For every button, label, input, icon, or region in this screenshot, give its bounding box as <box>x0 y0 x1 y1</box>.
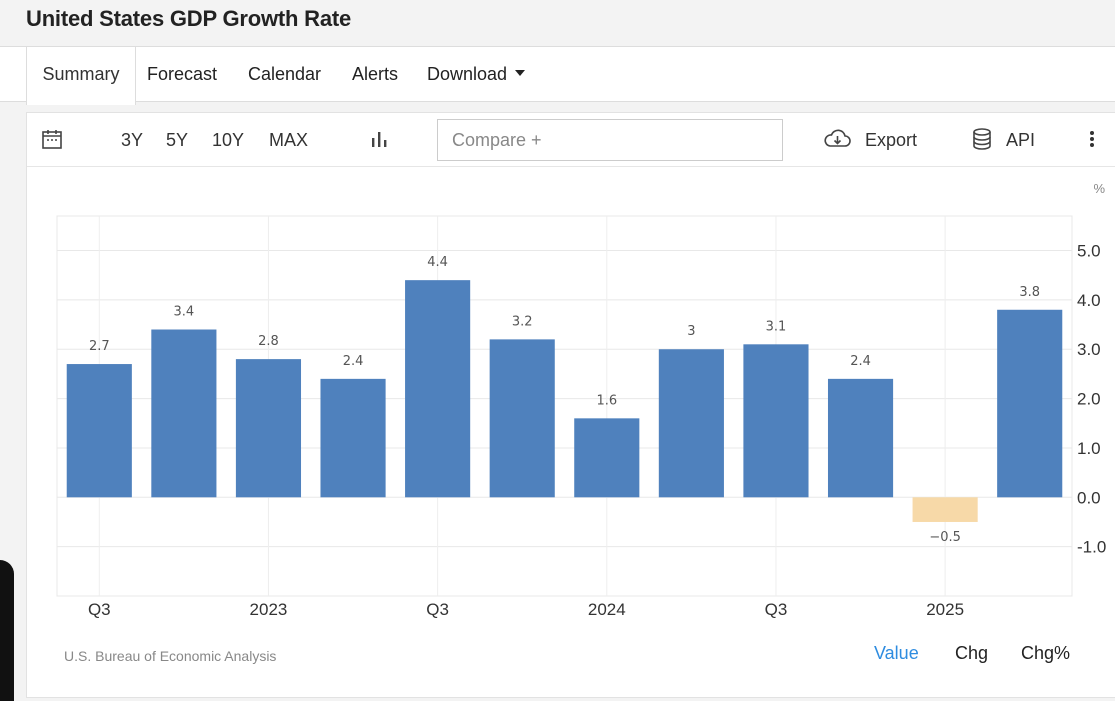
bar-value-label: 2.4 <box>850 354 871 369</box>
bar-value-label: 2.7 <box>89 339 110 354</box>
tab-download[interactable]: Download <box>427 47 526 102</box>
data-source: U.S. Bureau of Economic Analysis <box>64 648 277 664</box>
bar-value-label: 1.6 <box>596 393 617 408</box>
chart-toolbar: 3Y 5Y 10Y MAX Export API <box>27 113 1115 167</box>
y-tick-label: 0.0 <box>1077 488 1101 507</box>
compare-input[interactable] <box>437 119 783 161</box>
range-3y[interactable]: 3Y <box>121 130 144 150</box>
tab-download-label: Download <box>427 64 508 84</box>
x-tick-label: 2024 <box>588 600 626 619</box>
unit-label: % <box>1093 181 1105 196</box>
bar[interactable] <box>658 349 724 498</box>
bar[interactable] <box>405 280 471 498</box>
bar[interactable] <box>66 364 132 498</box>
view-value[interactable]: Value <box>874 643 919 663</box>
api-button[interactable]: API <box>971 113 1035 167</box>
bar[interactable] <box>235 359 302 498</box>
calendar-icon[interactable] <box>41 113 63 167</box>
bar-chart-icon[interactable] <box>369 113 389 167</box>
tab-calendar[interactable]: Calendar <box>248 47 321 102</box>
range-max[interactable]: MAX <box>269 130 309 150</box>
y-tick-label: 3.0 <box>1077 340 1101 359</box>
database-icon <box>973 128 991 151</box>
bar-value-label: 3.4 <box>174 305 195 320</box>
caret-down-icon <box>515 70 526 77</box>
y-tick-label: 4.0 <box>1077 291 1101 310</box>
tab-alerts-label: Alerts <box>352 64 399 84</box>
bar-value-label: 3.1 <box>766 319 787 334</box>
x-tick-label: Q3 <box>765 600 788 619</box>
range-10y[interactable]: 10Y <box>212 130 245 150</box>
gdp-bar-chart: % 2.7 3.4 2.8 2.4 4.4 3.2 1.6 3 3.1 2.4 −0.5 3.8 5.… <box>56 181 1106 619</box>
bar-value-label: −0.5 <box>929 530 961 545</box>
bar[interactable] <box>912 497 978 522</box>
bar[interactable] <box>151 329 217 498</box>
bar-value-label: 2.8 <box>258 334 279 349</box>
bar[interactable] <box>997 309 1063 498</box>
y-tick-label: -1.0 <box>1077 538 1106 557</box>
tab-bar: Summary Forecast Calendar Alerts Downloa… <box>0 46 1115 105</box>
bar-value-label: 4.4 <box>427 255 448 270</box>
bar-value-label: 3.8 <box>1019 285 1040 300</box>
bar[interactable] <box>827 378 894 498</box>
plot-frame <box>56 215 1073 597</box>
tab-summary-label: Summary <box>42 64 120 84</box>
bar[interactable] <box>743 344 809 498</box>
window-edge <box>0 560 14 701</box>
bar[interactable] <box>489 339 555 498</box>
x-tick-label: 2025 <box>926 600 964 619</box>
bar[interactable] <box>320 378 386 498</box>
view-chg[interactable]: Chg <box>955 643 989 663</box>
tab-summary[interactable]: Summary <box>26 47 136 105</box>
chart-panel: 3Y 5Y 10Y MAX Export API % 2.7 3.4 2.8 2.4 4… <box>26 112 1115 698</box>
x-tick-label: 2023 <box>250 600 288 619</box>
tab-calendar-label: Calendar <box>248 64 322 84</box>
bar[interactable] <box>574 418 640 498</box>
bar-value-label: 3 <box>687 324 695 339</box>
export-label: Export <box>865 130 918 150</box>
y-tick-label: 2.0 <box>1077 390 1101 409</box>
range-5y[interactable]: 5Y <box>166 130 189 150</box>
page-title: United States GDP Growth Rate <box>26 6 352 31</box>
tab-alerts[interactable]: Alerts <box>352 47 398 102</box>
y-tick-label: 1.0 <box>1077 439 1101 458</box>
cloud-download-icon <box>824 129 851 148</box>
vertical-dots-icon <box>1090 131 1094 148</box>
view-chg-percent[interactable]: Chg% <box>1021 643 1071 663</box>
api-label: API <box>1006 130 1036 150</box>
tab-forecast[interactable]: Forecast <box>147 47 217 102</box>
bar-value-label: 2.4 <box>343 354 364 369</box>
bar-value-label: 3.2 <box>512 314 533 329</box>
tab-forecast-label: Forecast <box>147 64 218 84</box>
export-button[interactable]: Export <box>822 113 917 167</box>
more-options-button[interactable] <box>1089 113 1095 167</box>
y-tick-label: 5.0 <box>1077 242 1101 261</box>
x-tick-label: Q3 <box>426 600 449 619</box>
x-tick-label: Q3 <box>88 600 111 619</box>
